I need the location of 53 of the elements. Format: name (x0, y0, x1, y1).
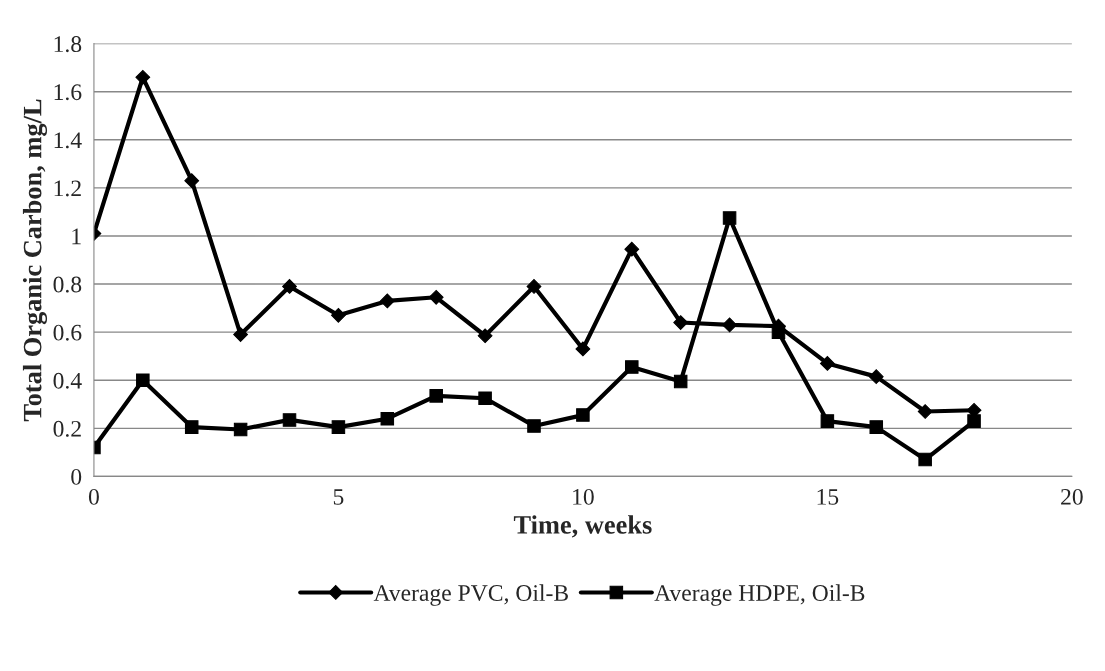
point (136, 373, 150, 387)
point (233, 327, 249, 342)
point (429, 389, 443, 403)
point (428, 289, 444, 305)
point (869, 420, 884, 434)
point (967, 414, 981, 428)
point (379, 293, 395, 309)
y-tick-label: 0.2 (53, 420, 81, 437)
point (820, 414, 835, 428)
point (478, 391, 492, 406)
y-tick-label: 0 (71, 468, 82, 485)
point (673, 374, 688, 389)
point (282, 279, 297, 294)
point (624, 241, 640, 257)
point (477, 328, 493, 344)
point (526, 279, 542, 294)
point (282, 413, 297, 427)
x-tick-label: 0 (88, 488, 99, 505)
point (868, 369, 884, 385)
point (576, 408, 590, 422)
point (917, 404, 933, 419)
y-tick-label: 0.4 (53, 372, 82, 389)
y-tick-label: 1 (72, 228, 81, 245)
point (135, 69, 151, 85)
y-tick-label: 1.8 (54, 36, 82, 53)
x-tick-label: 15 (817, 489, 839, 505)
point (625, 360, 639, 374)
point (673, 315, 689, 330)
point (819, 356, 835, 371)
x-tick-label: 20 (1061, 488, 1083, 505)
point (380, 411, 395, 426)
x-axis-title: Time, weeks (513, 515, 652, 538)
y-tick-label: 1.4 (54, 132, 82, 149)
x-tick-label: 10 (573, 488, 594, 505)
point (527, 419, 541, 433)
point (918, 452, 932, 467)
point (331, 420, 346, 434)
point (771, 325, 786, 339)
y-tick-label: 0.6 (53, 324, 82, 341)
point (184, 173, 200, 189)
point (184, 420, 199, 434)
y-tick-label: 1.2 (54, 180, 81, 197)
point (331, 307, 346, 323)
x-tick-label: 5 (333, 489, 344, 505)
y-tick-label: 1.6 (54, 84, 82, 101)
point (233, 422, 248, 437)
y-axis-title: Total Organic Carbon, mg/L (22, 99, 48, 422)
legend-label: Average HDPE, Oil-B (654, 584, 865, 606)
legend-label: Average PVC, Oil-B (373, 584, 568, 606)
point (575, 341, 591, 357)
point (722, 211, 737, 225)
point (722, 317, 737, 333)
y-tick-label: 0.8 (53, 276, 82, 293)
